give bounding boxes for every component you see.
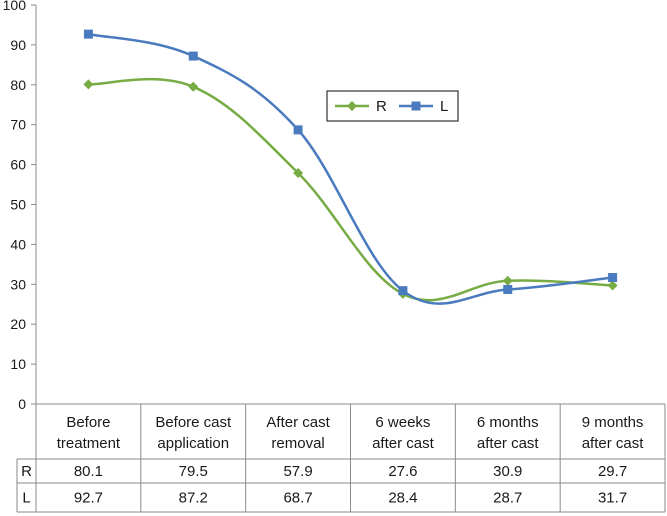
table-cell: 92.7 bbox=[74, 490, 103, 507]
legend-marker-R bbox=[347, 101, 357, 111]
series-layer bbox=[83, 29, 618, 305]
table-cell: 31.7 bbox=[598, 490, 627, 507]
y-tick-label: 0 bbox=[18, 396, 26, 412]
data-table: R 80.1 79.5 57.9 27.6 30.9 29.7 L 92.7 87.2 68.7 28… bbox=[16, 458, 665, 513]
series-line-R bbox=[88, 77, 613, 302]
table-cell: 57.9 bbox=[283, 463, 312, 480]
x-tick-label: after cast bbox=[477, 435, 540, 452]
table-cell: 28.4 bbox=[388, 490, 417, 507]
x-tick-label: after cast bbox=[372, 435, 435, 452]
y-tick-label: 20 bbox=[10, 316, 26, 332]
x-tick-label: Before cast bbox=[155, 414, 232, 431]
y-tick-label: 80 bbox=[10, 77, 26, 93]
data-point-L bbox=[188, 51, 198, 61]
table-cell: 68.7 bbox=[283, 490, 312, 507]
data-point-L bbox=[83, 29, 93, 39]
legend-marker-L bbox=[411, 101, 421, 111]
table-cell: 29.7 bbox=[598, 463, 627, 480]
data-point-L bbox=[608, 273, 618, 283]
table-cell: 80.1 bbox=[74, 463, 103, 480]
y-tick-label: 30 bbox=[10, 276, 26, 292]
y-tick-label: 90 bbox=[10, 37, 26, 53]
table-cell: 27.6 bbox=[388, 463, 417, 480]
y-tick-label: 10 bbox=[10, 356, 26, 372]
axes-layer: 0 10 20 30 40 50 60 70 80 90 100 Before treatment Bef… bbox=[3, 0, 666, 512]
x-tick-label: After cast bbox=[266, 414, 330, 431]
data-point-L bbox=[293, 125, 303, 135]
y-tick-label: 40 bbox=[10, 236, 26, 252]
table-cell: 30.9 bbox=[493, 463, 522, 480]
x-tick-label: 6 months bbox=[477, 414, 539, 431]
data-point-L bbox=[398, 286, 408, 296]
series-line-L bbox=[88, 32, 613, 305]
data-point-R bbox=[188, 81, 199, 92]
table-cell: 28.7 bbox=[493, 490, 522, 507]
x-tick-label: application bbox=[157, 435, 229, 452]
legend-label: R bbox=[376, 98, 387, 115]
data-point-R bbox=[502, 275, 513, 286]
y-tick-label: 50 bbox=[10, 197, 26, 213]
table-cell: 79.5 bbox=[179, 463, 208, 480]
y-tick-label: 60 bbox=[10, 157, 26, 173]
legend-label: L bbox=[440, 98, 448, 115]
data-point-R bbox=[607, 280, 618, 291]
x-tick-label: removal bbox=[271, 435, 324, 452]
x-tick-label: 6 weeks bbox=[375, 414, 430, 431]
data-point-R bbox=[83, 79, 94, 90]
x-tick-label: Before bbox=[66, 414, 110, 431]
table-row-header: L bbox=[22, 490, 30, 507]
table-cell: 87.2 bbox=[179, 490, 208, 507]
x-tick-label: after cast bbox=[582, 435, 645, 452]
y-tick-label: 100 bbox=[3, 0, 27, 13]
y-tick-label: 70 bbox=[10, 117, 26, 133]
x-tick-label: treatment bbox=[57, 435, 121, 452]
x-tick-label: 9 months bbox=[582, 414, 644, 431]
data-point-L bbox=[503, 284, 513, 294]
data-point-R bbox=[293, 167, 304, 178]
table-row-header: R bbox=[21, 463, 32, 480]
